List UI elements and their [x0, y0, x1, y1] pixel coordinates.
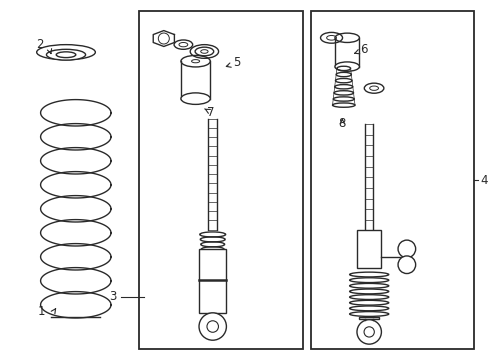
Text: 6: 6 — [354, 43, 367, 56]
Text: 5: 5 — [226, 57, 241, 69]
Text: 8: 8 — [338, 117, 346, 130]
Bar — [139, 11, 303, 349]
Circle shape — [397, 256, 415, 274]
Text: 7: 7 — [204, 106, 215, 119]
Circle shape — [356, 320, 381, 344]
Ellipse shape — [334, 62, 359, 71]
Circle shape — [397, 240, 415, 258]
Bar — [359, 317, 378, 319]
Text: 3: 3 — [108, 291, 116, 303]
Ellipse shape — [46, 49, 85, 60]
Circle shape — [199, 313, 226, 340]
Bar — [356, 230, 381, 268]
Bar — [199, 249, 225, 313]
Text: 2: 2 — [36, 39, 44, 51]
Ellipse shape — [181, 93, 210, 104]
Bar — [310, 11, 473, 349]
Text: 4: 4 — [479, 174, 487, 186]
Text: 1: 1 — [38, 305, 45, 318]
Ellipse shape — [56, 52, 76, 58]
